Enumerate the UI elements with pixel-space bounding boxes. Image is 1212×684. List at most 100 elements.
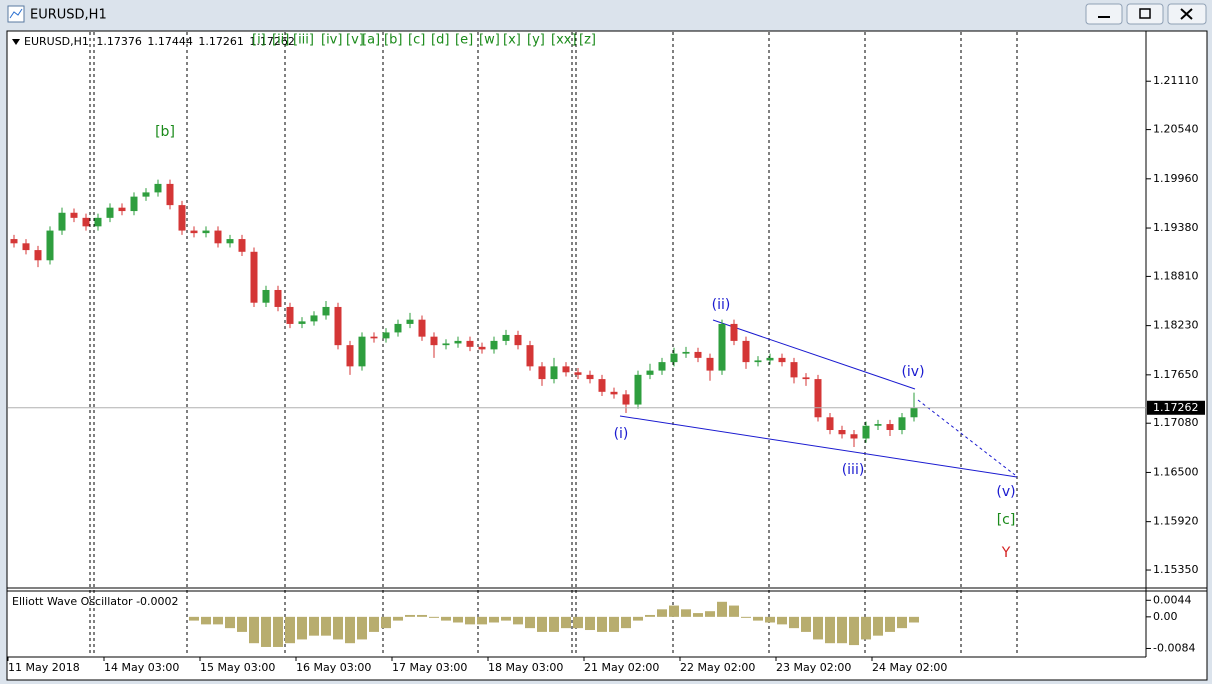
candle-body: [766, 357, 774, 361]
oscillator-bar: [225, 616, 235, 629]
oscillator-bar: [513, 616, 523, 625]
wave-label: (v): [996, 484, 1015, 500]
candle-body: [886, 424, 894, 431]
oscillator-bar: [621, 616, 631, 629]
oscillator-bar: [801, 616, 811, 632]
oscillator-bar: [249, 616, 259, 644]
oscillator-bar: [849, 616, 859, 646]
wave-button[interactable]: [z]: [579, 33, 596, 48]
minimize-button[interactable]: [1085, 3, 1123, 25]
oscillator-bar: [705, 611, 715, 617]
candle-body: [850, 434, 858, 439]
candle-body: [682, 351, 690, 354]
trend-line-lower: [619, 415, 1018, 478]
oscillator-bar: [357, 616, 367, 640]
oscillator-bar: [321, 616, 331, 636]
candle-body: [742, 340, 750, 363]
candle-body: [802, 377, 810, 380]
oscillator-bar: [405, 614, 415, 617]
x-tick-label: 16 May 03:00: [296, 661, 371, 674]
oscillator-bar: [837, 616, 847, 644]
projection-line: [917, 399, 1016, 476]
oscillator-bar: [753, 616, 763, 621]
candle-body: [898, 417, 906, 431]
candle-body: [58, 212, 66, 231]
candle-body: [94, 217, 102, 227]
wave-button[interactable]: [d]: [431, 33, 449, 48]
candle-body: [70, 212, 78, 218]
close-icon: [1180, 8, 1193, 20]
wave-button[interactable]: [e]: [455, 33, 473, 48]
oscillator-bar: [729, 605, 739, 617]
candle-body: [118, 207, 126, 212]
x-tick-label: 23 May 02:00: [776, 661, 851, 674]
candle-body: [814, 379, 822, 418]
candle-body: [478, 346, 486, 350]
oscillator-bar: [453, 616, 463, 623]
oscillator-bar: [909, 616, 919, 623]
candle-body: [154, 183, 162, 193]
oscillator-bar: [669, 605, 679, 617]
oscillator-bar: [333, 616, 343, 640]
y-tick-label: 1.17650: [1153, 368, 1199, 381]
oscillator-bar: [681, 609, 691, 617]
y-tick-label: 1.16500: [1153, 465, 1199, 478]
oscillator-bar: [825, 616, 835, 644]
candle-body: [646, 370, 654, 375]
candle-body: [598, 379, 606, 392]
candle-body: [238, 239, 246, 252]
candle-body: [670, 353, 678, 363]
wave-button[interactable]: [i]: [252, 33, 266, 48]
oscillator-bar: [393, 616, 403, 621]
osc-tick-label: 0.0044: [1153, 593, 1192, 606]
candle-body: [502, 334, 510, 341]
y-tick-label: 1.15920: [1153, 515, 1199, 528]
wave-button[interactable]: [iii]: [293, 33, 314, 48]
candle-body: [778, 357, 786, 363]
y-tick-label: 1.21110: [1153, 74, 1199, 87]
oscillator-bar: [297, 616, 307, 640]
candle-body: [34, 250, 42, 261]
oscillator-bar: [789, 616, 799, 629]
oscillator-bar: [885, 616, 895, 632]
x-tick-label: 22 May 02:00: [680, 661, 755, 674]
oscillator-bar: [609, 616, 619, 632]
candle-body: [634, 374, 642, 405]
oscillator-bar: [873, 616, 883, 636]
candle-body: [526, 345, 534, 367]
symbol: EURUSD,H1: [24, 35, 89, 48]
candle-body: [574, 372, 582, 375]
wave-button[interactable]: [b]: [384, 33, 402, 48]
candle-body: [370, 336, 378, 339]
candle-body: [514, 334, 522, 346]
candle-body: [346, 345, 354, 367]
wave-button[interactable]: [c]: [408, 33, 425, 48]
wave-button[interactable]: [iv]: [321, 33, 342, 48]
wave-label: [b]: [155, 124, 175, 140]
oscillator-bar: [573, 616, 583, 629]
wave-button[interactable]: [w]: [479, 33, 500, 48]
candle-body: [718, 323, 726, 371]
candle-body: [826, 417, 834, 431]
candle-body: [610, 391, 618, 395]
oscillator-bar: [309, 616, 319, 636]
wave-button[interactable]: [ii]: [272, 33, 289, 48]
oscillator-bar: [213, 616, 223, 625]
candle-body: [442, 343, 450, 346]
wave-button[interactable]: [v]: [346, 33, 364, 48]
oscillator-bar: [429, 616, 439, 618]
candle-body: [130, 196, 138, 212]
wave-button[interactable]: [x]: [503, 33, 521, 48]
oscillator-bar: [369, 616, 379, 632]
candle-body: [46, 230, 54, 261]
restore-button[interactable]: [1126, 3, 1164, 25]
candle-body: [298, 321, 306, 324]
wave-button[interactable]: [y]: [527, 33, 545, 48]
wave-button[interactable]: [a]: [362, 33, 380, 48]
x-tick-label: 17 May 03:00: [392, 661, 467, 674]
chart-area: [6, 30, 1208, 681]
candle-body: [142, 192, 150, 197]
oscillator-bar: [417, 614, 427, 617]
wave-button[interactable]: [xx]: [551, 33, 577, 48]
candle-body: [466, 340, 474, 347]
